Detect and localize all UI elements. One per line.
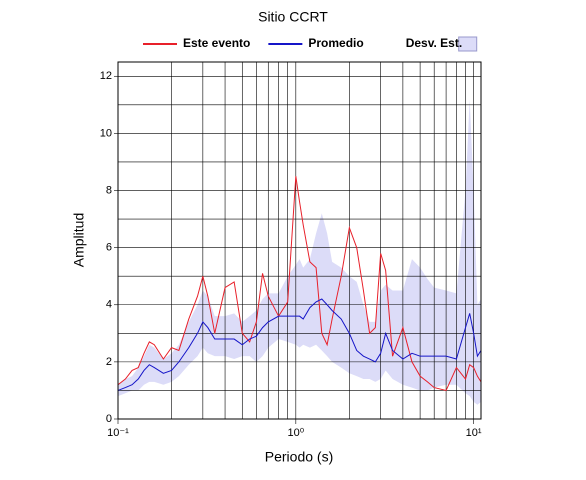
- std-band: [118, 99, 481, 405]
- y-tick-label: 4: [106, 299, 112, 311]
- y-tick-label: 6: [106, 242, 112, 254]
- legend-swatch: [458, 36, 478, 52]
- x-tick-label: 10⁻¹: [107, 427, 129, 439]
- x-tick-label: 10¹: [466, 427, 482, 439]
- series-line: [117, 176, 482, 392]
- y-tick-label: 0: [106, 413, 112, 425]
- y-tick-label: 12: [100, 70, 112, 82]
- legend-label: Este evento: [183, 36, 250, 50]
- x-axis-label: Periodo (s): [265, 449, 333, 465]
- y-tick-label: 8: [106, 184, 112, 196]
- y-tick-label: 10: [100, 127, 112, 139]
- legend-label: Desv. Est.: [406, 36, 462, 50]
- chart-title: Sitio CCRT: [258, 9, 328, 25]
- legend-label: Promedio: [308, 36, 363, 50]
- series-line: [117, 298, 482, 391]
- y-axis-label: Amplitud: [71, 213, 87, 267]
- y-tick-label: 2: [106, 356, 112, 368]
- plot-frame: [117, 61, 482, 420]
- x-tick-label: 10⁰: [287, 427, 304, 439]
